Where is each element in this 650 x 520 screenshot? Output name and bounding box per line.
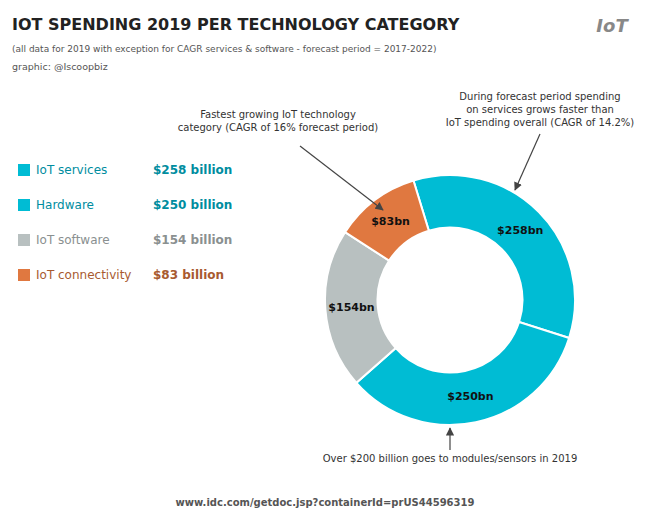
logo: IoT <box>596 15 629 36</box>
donut: $258bn $250bn $154bn $83bn <box>325 175 575 425</box>
data-label: $83bn <box>371 215 410 228</box>
legend-swatch <box>18 199 30 211</box>
slices <box>325 175 575 425</box>
title: IOT SPENDING 2019 PER TECHNOLOGY CATEGOR… <box>12 15 460 34</box>
legend-swatch <box>18 234 30 246</box>
data-label: $258bn <box>497 224 543 237</box>
legend-label: IoT services <box>36 163 107 177</box>
legend-value: $154 billion <box>153 233 232 247</box>
legend-label: IoT connectivity <box>36 268 131 282</box>
legend-value: $250 billion <box>153 198 232 212</box>
annotation-arrow <box>449 428 450 450</box>
annotation: Fastest growing IoT technologycategory (… <box>178 109 378 133</box>
legend-label: Hardware <box>36 198 94 212</box>
annotation-arrow <box>300 146 383 210</box>
legend-label: IoT software <box>36 233 110 247</box>
subtitle: (all data for 2019 with exception for CA… <box>12 44 436 54</box>
annotation: Over $200 billion goes to modules/sensor… <box>323 453 578 464</box>
legend-value: $83 billion <box>153 268 224 282</box>
legend-item: IoT software $154 billion <box>18 233 232 247</box>
legend-swatch <box>18 269 30 281</box>
data-labels: $258bn $250bn $154bn $83bn <box>328 215 543 403</box>
data-label: $250bn <box>447 390 493 403</box>
data-label: $154bn <box>328 301 374 314</box>
annotation-arrow <box>515 134 540 190</box>
legend: IoT services $258 billion Hardware $250 bil… <box>18 163 232 282</box>
legend-value: $258 billion <box>153 163 232 177</box>
slice <box>345 180 429 260</box>
chart: IOT SPENDING 2019 PER TECHNOLOGY CATEGOR… <box>0 0 650 520</box>
annotation: During forecast period spendingon servic… <box>446 91 635 128</box>
legend-item: IoT connectivity $83 billion <box>18 268 224 282</box>
legend-item: IoT services $258 billion <box>18 163 232 177</box>
credit: graphic: @Iscoopbiz <box>12 61 108 72</box>
legend-swatch <box>18 164 30 176</box>
legend-item: Hardware $250 billion <box>18 198 232 212</box>
source: www.idc.com/getdoc.jsp?containerId=prUS4… <box>176 497 475 508</box>
slice <box>413 175 575 338</box>
